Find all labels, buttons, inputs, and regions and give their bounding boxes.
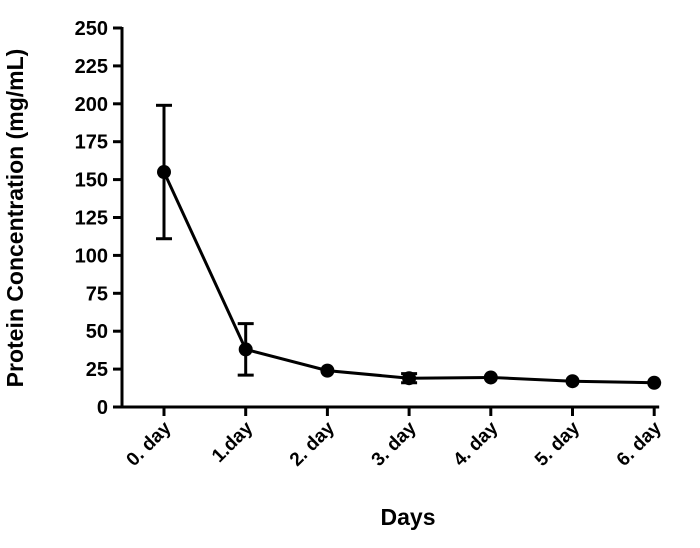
x-tick-label: 0. day xyxy=(123,417,176,470)
y-axis: 0 25 50 75 100 125 150 175 200 225 250 xyxy=(75,18,124,419)
data-point xyxy=(565,374,580,389)
y-tick-label: 100 xyxy=(75,245,108,267)
series-line xyxy=(162,171,655,385)
y-tick-label: 200 xyxy=(75,94,108,116)
y-axis-title: Protein Concentration (mg/mL) xyxy=(2,49,28,388)
data-point xyxy=(402,371,417,386)
x-tick-label: 6. day xyxy=(613,417,666,470)
x-tick-label: 5. day xyxy=(531,417,584,470)
y-tick-label: 50 xyxy=(86,321,108,343)
y-tick-label: 125 xyxy=(75,208,108,230)
data-point xyxy=(238,342,253,357)
y-tick-label: 0 xyxy=(97,397,108,419)
y-tick-label: 225 xyxy=(75,56,108,78)
y-tick-label: 175 xyxy=(75,132,108,154)
data-point xyxy=(483,370,498,385)
data-point xyxy=(647,375,662,390)
x-axis-title: Days xyxy=(381,504,436,530)
x-tick-label: 4. day xyxy=(449,417,502,470)
data-point xyxy=(157,165,171,180)
x-tick-label: 1.day xyxy=(208,417,258,467)
x-axis: 0. day 1.day 2. day 3. day 4. day 5. day 6. da… xyxy=(120,405,666,471)
data-series xyxy=(156,103,662,390)
y-tick-label: 250 xyxy=(75,18,108,40)
y-tick-label: 150 xyxy=(75,170,108,192)
x-tick-label: 2. day xyxy=(286,417,339,470)
y-tick-label: 25 xyxy=(86,359,108,381)
data-point xyxy=(320,363,335,378)
y-tick-label: 75 xyxy=(86,283,108,305)
x-tick-label: 3. day xyxy=(368,417,421,470)
